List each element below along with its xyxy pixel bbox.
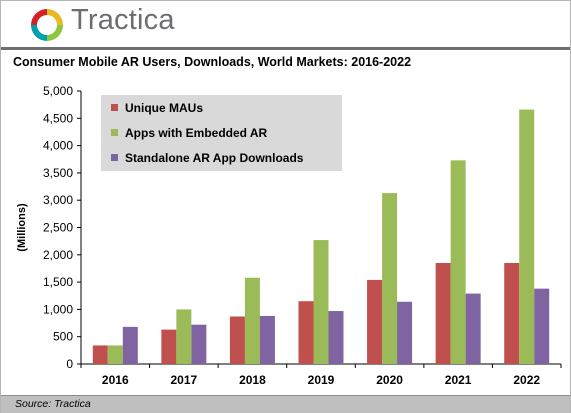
x-tick-label: 2017 bbox=[171, 373, 198, 387]
header-divider bbox=[1, 47, 570, 50]
bar bbox=[92, 345, 108, 364]
bar bbox=[367, 279, 383, 364]
source-bar: Source: Tractica bbox=[1, 395, 570, 413]
legend-swatch bbox=[111, 104, 118, 111]
y-tick-label: 500 bbox=[53, 330, 73, 344]
legend-swatch bbox=[111, 129, 118, 136]
source-text: Source: Tractica bbox=[15, 398, 91, 410]
x-tick-label: 2021 bbox=[445, 373, 472, 387]
bar bbox=[161, 329, 177, 364]
y-axis-label: (Millions) bbox=[16, 203, 28, 252]
bar bbox=[259, 315, 275, 364]
bar bbox=[465, 293, 481, 364]
legend-swatch bbox=[111, 154, 118, 161]
y-tick-label: 3,000 bbox=[43, 193, 73, 207]
legend-label: Unique MAUs bbox=[125, 101, 203, 115]
legend-label: Standalone AR App Downloads bbox=[125, 151, 304, 165]
tractica-logo-icon bbox=[31, 9, 63, 41]
y-tick-label: 2,000 bbox=[43, 248, 73, 262]
bar bbox=[313, 240, 329, 364]
bar bbox=[122, 326, 138, 364]
y-tick-label: 4,500 bbox=[43, 111, 73, 125]
bar bbox=[191, 324, 207, 364]
bar bbox=[519, 109, 535, 364]
bar bbox=[397, 301, 413, 364]
legend-label: Apps with Embedded AR bbox=[125, 126, 268, 140]
y-tick-label: 4,000 bbox=[43, 139, 73, 153]
bar bbox=[176, 309, 192, 364]
bar bbox=[450, 160, 466, 364]
bar bbox=[504, 262, 520, 364]
bar-chart: 0 500 1,000 1,500 2,000 2,500 3,000 3,500 4,000 4… bbox=[16, 84, 562, 387]
bar bbox=[382, 193, 398, 364]
bar bbox=[298, 301, 314, 364]
x-tick-label: 2020 bbox=[376, 373, 403, 387]
y-tick-label: 2,500 bbox=[43, 221, 73, 235]
header: Tractica bbox=[1, 1, 570, 47]
bar bbox=[107, 345, 123, 364]
y-tick-label: 1,500 bbox=[43, 275, 73, 289]
x-tick-label: 2016 bbox=[102, 373, 129, 387]
y-tick-label: 0 bbox=[66, 357, 73, 371]
bar bbox=[534, 288, 550, 364]
x-tick-label: 2019 bbox=[308, 373, 335, 387]
bar bbox=[435, 262, 451, 364]
x-tick-label: 2018 bbox=[239, 373, 266, 387]
x-tick-label: 2022 bbox=[513, 373, 540, 387]
brand-name: Tractica bbox=[71, 4, 175, 36]
legend-box bbox=[101, 95, 342, 171]
y-tick-label: 3,500 bbox=[43, 166, 73, 180]
bar bbox=[229, 316, 245, 364]
chart-title: Consumer Mobile AR Users, Downloads, Wor… bbox=[13, 55, 412, 69]
y-tick-label: 1,000 bbox=[43, 302, 73, 316]
bar bbox=[328, 311, 344, 364]
y-tick-label: 5,000 bbox=[43, 84, 73, 98]
bar bbox=[244, 277, 260, 364]
